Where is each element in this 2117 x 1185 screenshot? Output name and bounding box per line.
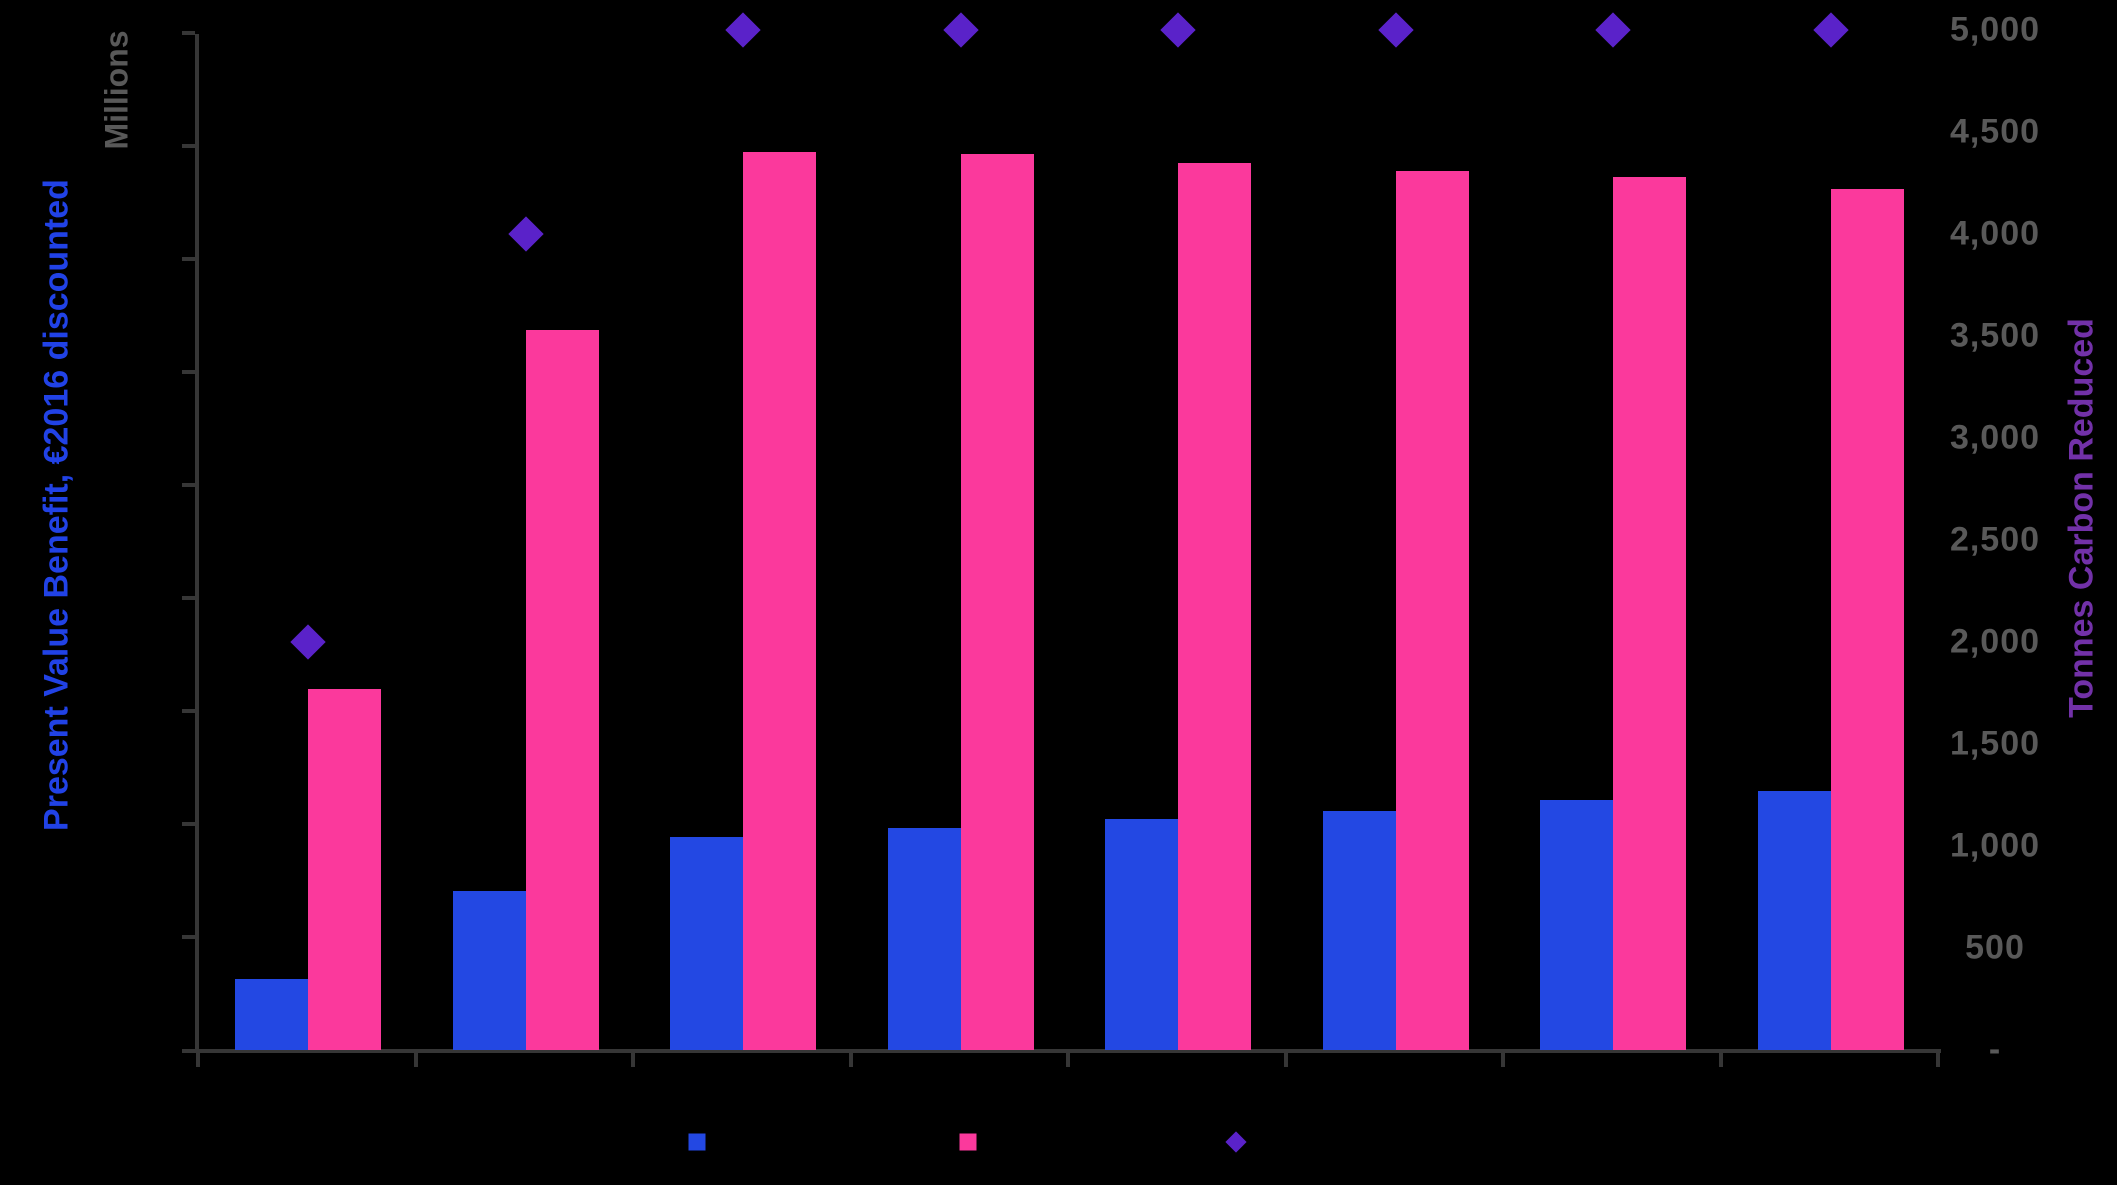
right-axis-tick-label: 500	[1965, 928, 2025, 967]
y-axis-left-tick	[182, 1048, 195, 1053]
x-axis-tick	[1718, 1052, 1723, 1067]
bar-present-value-benefit	[670, 836, 743, 1050]
x-axis-tick	[1066, 1052, 1070, 1067]
y-axis-left-tick	[182, 30, 195, 35]
bar-present-value-benefit	[1540, 800, 1613, 1050]
x-axis-tick	[196, 1052, 200, 1067]
right-axis-tick-label: 3,500	[1949, 316, 2041, 355]
diamond-marker	[507, 216, 544, 252]
diamond-marker	[1160, 12, 1196, 48]
y-axis-line	[195, 34, 199, 1052]
bar-tonnes-carbon-reduced	[1613, 176, 1686, 1050]
y-axis-left-tick	[182, 596, 195, 601]
y-axis-left-tick	[182, 935, 195, 940]
left-axis-units-label: Millions	[98, 30, 135, 150]
y-axis-left-tick	[182, 143, 195, 148]
bar-present-value-benefit	[452, 890, 526, 1050]
x-axis-tick	[1936, 1052, 1940, 1067]
bar-tonnes-carbon-reduced	[960, 154, 1034, 1050]
right-axis-tick-label: 4,000	[1949, 214, 2041, 253]
y-axis-left-tick	[182, 369, 195, 374]
right-axis-tick-label: 1,500	[1949, 724, 2041, 763]
diamond-marker	[1812, 12, 1849, 48]
left-axis-title: Present Value Benefit, €2016 discounted	[37, 179, 76, 831]
x-axis-tick	[413, 1052, 418, 1067]
right-axis-title: Tonnes Carbon Reduced	[2062, 318, 2101, 718]
bar-present-value-benefit	[1322, 811, 1396, 1050]
bar-tonnes-carbon-reduced	[525, 329, 599, 1050]
diamond-marker	[942, 12, 979, 48]
y-axis-left-tick	[182, 256, 195, 261]
right-axis-tick-label: -	[1988, 1030, 2002, 1069]
right-axis-tick-label: 1,000	[1949, 826, 2041, 865]
diamond-marker	[290, 624, 326, 660]
legend-marker-square	[688, 1133, 706, 1151]
bar-present-value-benefit	[1105, 819, 1178, 1050]
x-axis-line	[195, 1049, 1941, 1053]
bar-tonnes-carbon-reduced	[1178, 162, 1251, 1050]
legend-marker-square	[959, 1133, 977, 1151]
x-axis-tick	[631, 1052, 635, 1067]
bar-tonnes-carbon-reduced	[1395, 170, 1469, 1050]
x-axis-tick	[848, 1052, 853, 1067]
y-axis-left-tick	[182, 482, 195, 487]
bar-tonnes-carbon-reduced	[1830, 189, 1904, 1050]
bar-present-value-benefit	[1757, 790, 1831, 1050]
diamond-marker	[1377, 12, 1414, 48]
right-axis-tick-label: 5,000	[1949, 10, 2041, 49]
diamond-marker	[1595, 12, 1631, 48]
legend-marker-diamond	[1225, 1131, 1247, 1153]
x-axis-tick	[1283, 1052, 1288, 1067]
bar-present-value-benefit	[887, 827, 961, 1050]
right-axis-tick-label: 4,500	[1949, 112, 2041, 151]
x-axis-tick	[1501, 1052, 1505, 1067]
right-axis-tick-label: 2,000	[1949, 622, 2041, 661]
bar-present-value-benefit	[235, 978, 308, 1050]
diamond-marker	[725, 12, 761, 48]
y-axis-left-tick	[182, 709, 195, 714]
y-axis-left-tick	[182, 822, 195, 827]
right-axis-tick-label: 3,000	[1949, 418, 2041, 457]
right-axis-tick-label: 2,500	[1949, 520, 2041, 559]
bar-tonnes-carbon-reduced	[308, 688, 381, 1050]
bar-tonnes-carbon-reduced	[743, 152, 816, 1050]
